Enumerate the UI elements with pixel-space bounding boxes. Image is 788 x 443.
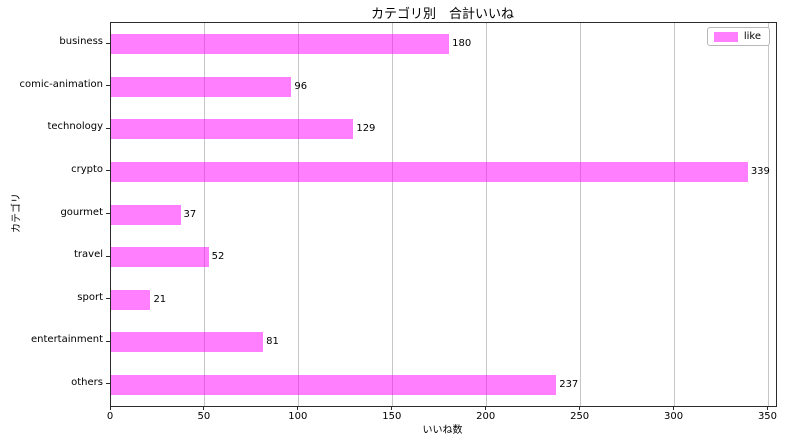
legend: like	[706, 27, 770, 46]
bar-value-label: 180	[452, 38, 472, 50]
y-tick	[106, 340, 110, 342]
y-axis-label: カテゴリ	[11, 193, 23, 233]
y-tick	[106, 298, 110, 300]
x-tick	[391, 406, 393, 410]
x-tick	[766, 406, 768, 410]
y-tick-label-travel: travel	[73, 249, 103, 261]
x-tick	[673, 406, 675, 410]
x-tick	[109, 406, 111, 410]
gridline	[298, 23, 300, 406]
bar-gourmet	[111, 204, 181, 225]
x-tick-label: 100	[288, 411, 308, 422]
bar-value-label: 96	[294, 80, 308, 92]
gridline	[580, 23, 582, 406]
bar-comic-animation	[111, 76, 292, 97]
bar-travel	[111, 247, 209, 268]
y-tick-label-business: business	[59, 36, 103, 48]
bar-sport	[111, 289, 151, 310]
bar-value-label: 237	[559, 378, 579, 390]
x-tick-label: 0	[106, 411, 114, 422]
y-tick	[106, 85, 110, 87]
bar-value-label: 52	[211, 251, 225, 263]
y-tick-label-entertainment: entertainment	[31, 334, 103, 346]
gridline	[486, 23, 488, 406]
legend-swatch-like	[713, 31, 738, 42]
legend-label: like	[743, 31, 761, 42]
gridline	[674, 23, 676, 406]
y-tick-label-technology: technology	[47, 121, 103, 133]
x-tick	[203, 406, 205, 410]
y-tick	[106, 42, 110, 44]
y-tick-label-crypto: crypto	[71, 163, 103, 175]
y-tick-label-gourmet: gourmet	[60, 206, 103, 218]
plot-area: 180 96 129 339 37 52 21 81 237	[110, 22, 777, 407]
chart-title: カテゴリ別 合計いいね	[370, 7, 514, 22]
bar-value-label: 21	[153, 293, 167, 305]
x-tick-label: 150	[382, 411, 402, 422]
bar-value-label: 81	[266, 336, 279, 348]
bar-business	[111, 34, 450, 55]
gridline	[204, 23, 206, 406]
x-tick-label: 300	[664, 411, 684, 422]
gridline	[392, 23, 394, 406]
y-tick-label-others: others	[71, 376, 103, 388]
y-tick	[106, 255, 110, 257]
bar-value-label: 129	[356, 123, 376, 135]
y-tick-label-comic-animation: comic-animation	[19, 78, 103, 90]
x-tick-label: 50	[197, 411, 211, 422]
y-tick-label-sport: sport	[77, 291, 103, 303]
x-tick-label: 350	[757, 411, 778, 422]
x-tick	[485, 406, 487, 410]
x-tick-label: 200	[476, 411, 496, 422]
bar-entertainment	[111, 332, 264, 353]
y-tick	[106, 127, 110, 129]
bar-value-label: 339	[750, 165, 770, 177]
x-tick	[579, 406, 581, 410]
bar-crypto	[111, 161, 748, 182]
y-tick	[106, 170, 110, 172]
bar-others	[111, 374, 557, 395]
x-tick-label: 250	[570, 411, 590, 422]
x-axis-label: いいね数	[422, 425, 463, 436]
gridline	[767, 23, 769, 406]
y-tick	[106, 213, 110, 214]
y-tick	[106, 383, 110, 385]
x-tick	[297, 406, 299, 410]
bar-technology	[111, 119, 354, 140]
bar-value-label: 37	[183, 208, 197, 220]
